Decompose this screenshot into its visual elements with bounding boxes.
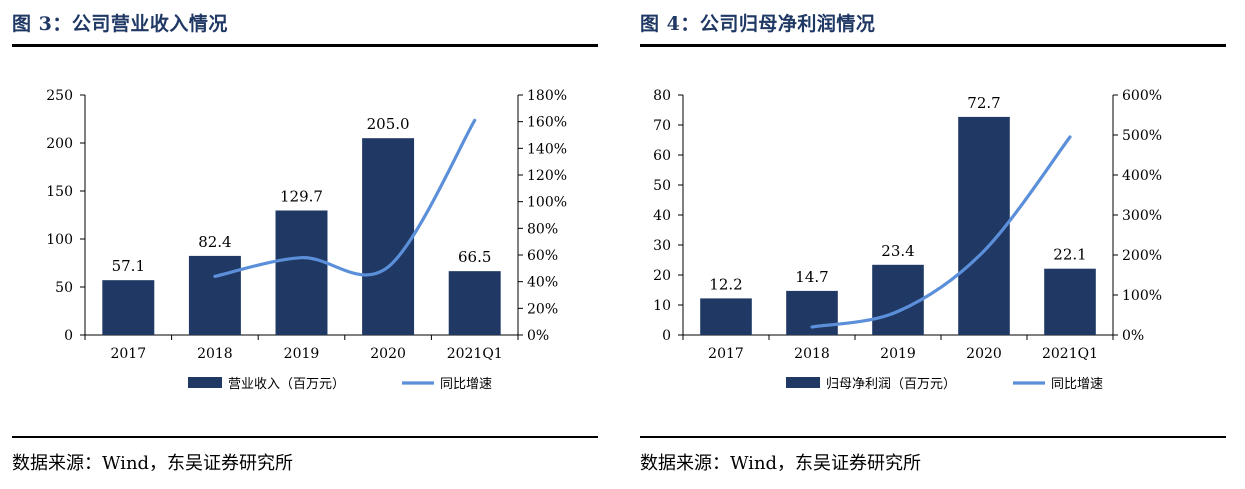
- source-note: 数据来源：Wind，东吴证券研究所: [12, 453, 294, 474]
- growth-rate-line: [213, 118, 477, 278]
- y-tick-label: 100: [46, 232, 73, 248]
- bar: [362, 138, 415, 335]
- bar-data-label: 12.2: [709, 275, 742, 293]
- bar-data-label: 23.4: [881, 242, 914, 260]
- y-tick-label: 0: [64, 328, 73, 344]
- y2-tick-label: 20%: [527, 301, 558, 317]
- y-tick-label: 250: [46, 88, 73, 104]
- y2-tick-label: 0%: [1122, 328, 1144, 344]
- figure-title: 图 4：公司归母净利润情况: [640, 13, 876, 35]
- x-tick-label: 2021Q1: [447, 346, 503, 362]
- bar-data-label: 129.7: [280, 187, 323, 205]
- y2-tick-label: 160%: [527, 115, 567, 131]
- y2-tick-label: 140%: [527, 141, 567, 157]
- x-tick-label: 2020: [966, 346, 1002, 362]
- bar: [448, 271, 501, 335]
- y-tick-label: 150: [46, 184, 73, 200]
- bar-data-label: 57.1: [112, 257, 145, 275]
- y-tick-label: 200: [46, 136, 73, 152]
- legend-bar-swatch: [786, 377, 820, 388]
- y-tick-label: 20: [653, 268, 671, 284]
- bar: [275, 210, 328, 335]
- y-tick-label: 50: [55, 280, 73, 296]
- y-tick-label: 0: [662, 328, 671, 344]
- y2-tick-label: 100%: [1122, 288, 1162, 304]
- y-tick-label: 10: [653, 298, 671, 314]
- title-rule: [12, 44, 598, 47]
- x-tick-label: 2018: [197, 346, 233, 362]
- legend-bar-swatch: [188, 377, 222, 388]
- net-profit-chart: 0 10 20 30 40 50 60 70 80 0% 100% 200% 300% 400% 500% 6…: [653, 88, 1162, 392]
- title-rule: [640, 44, 1226, 47]
- y2-tick-label: 120%: [527, 168, 567, 184]
- y-tick-label: 40: [653, 208, 671, 224]
- x-tick-label: 2019: [284, 346, 320, 362]
- y-tick-label: 80: [653, 88, 671, 104]
- bar: [1044, 268, 1096, 335]
- y-tick-label: 50: [653, 178, 671, 194]
- bar-data-label: 14.7: [795, 268, 828, 286]
- y-tick-label: 30: [653, 238, 671, 254]
- source-note: 数据来源：Wind，东吴证券研究所: [640, 453, 922, 474]
- legend-line-label: 同比增速: [440, 377, 492, 392]
- bar: [958, 116, 1010, 336]
- y2-tick-label: 500%: [1122, 128, 1162, 144]
- bar-data-label: 82.4: [198, 233, 231, 251]
- bar-data-label: 22.1: [1053, 246, 1086, 264]
- y2-tick-label: 40%: [527, 275, 558, 291]
- source-rule: [12, 436, 598, 438]
- x-tick-label: 2017: [708, 346, 744, 362]
- bar-data-label: 66.5: [458, 248, 491, 266]
- y2-tick-label: 100%: [527, 195, 567, 211]
- x-tick-label: 2017: [110, 346, 146, 362]
- legend-line-label: 同比增速: [1051, 377, 1103, 392]
- y2-tick-label: 300%: [1122, 208, 1162, 224]
- bar-data-label: 205.0: [367, 115, 410, 133]
- legend-bar-label: 归母净利润（百万元）: [826, 377, 956, 392]
- y2-tick-label: 400%: [1122, 168, 1162, 184]
- y2-tick-label: 180%: [527, 88, 567, 104]
- y2-tick-label: 60%: [527, 248, 558, 264]
- y-tick-label: 60: [653, 148, 671, 164]
- figure-title: 图 3：公司营业收入情况: [12, 13, 228, 35]
- y2-tick-label: 0%: [527, 328, 549, 344]
- figure-3-panel: 图 3：公司营业收入情况 0 50 100 150 200 250 0% 20% 40% 60% 8…: [0, 0, 600, 489]
- x-tick-label: 2020: [370, 346, 406, 362]
- growth-rate-line: [810, 135, 1072, 329]
- y-tick-label: 70: [653, 118, 671, 134]
- bar-data-label: 72.7: [967, 94, 1000, 112]
- bar: [102, 280, 155, 335]
- bar: [872, 264, 924, 335]
- source-rule: [640, 436, 1226, 438]
- figure-4-panel: 图 4：公司归母净利润情况 0 10 20 30 40 50 60 70 80 0% 100% 200…: [628, 0, 1228, 489]
- bar: [188, 255, 241, 335]
- x-tick-label: 2021Q1: [1042, 346, 1098, 362]
- bar: [700, 298, 752, 335]
- legend-bar-label: 营业收入（百万元）: [228, 377, 345, 392]
- x-tick-label: 2019: [880, 346, 916, 362]
- revenue-chart: 0 50 100 150 200 250 0% 20% 40% 60% 80% 100% 120% 140…: [46, 88, 567, 392]
- y2-tick-label: 200%: [1122, 248, 1162, 264]
- y2-tick-label: 600%: [1122, 88, 1162, 104]
- x-tick-label: 2018: [794, 346, 830, 362]
- y2-tick-label: 80%: [527, 221, 558, 237]
